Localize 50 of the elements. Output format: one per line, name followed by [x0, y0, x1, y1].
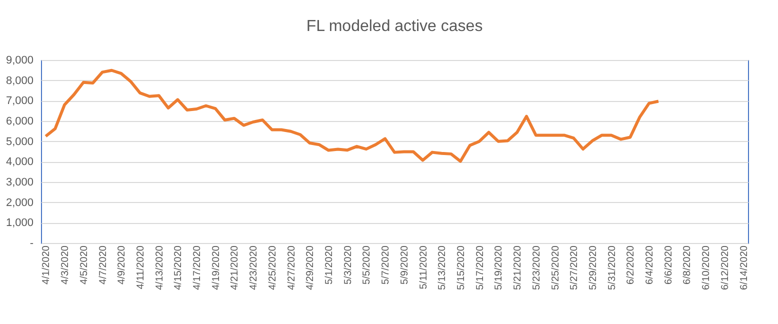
x-tick-label: 5/1/2020 [324, 245, 336, 284]
x-tick-label: 5/13/2020 [437, 245, 448, 290]
x-tick-label: 4/1/2020 [41, 245, 52, 284]
chart-title: FL modeled active cases [306, 18, 483, 35]
line-series [44, 68, 660, 163]
x-tick-label: 5/3/2020 [342, 245, 354, 284]
x-tick-label: 6/6/2020 [663, 245, 674, 284]
x-tick-label: 5/7/2020 [380, 245, 392, 284]
x-tick-label: 4/17/2020 [192, 245, 204, 290]
x-tick-label: 4/3/2020 [60, 245, 72, 284]
x-tick-label: 4/29/2020 [305, 245, 316, 290]
y-tick-label: 5,000 [6, 136, 34, 148]
y-tick-label: 6,000 [6, 116, 34, 128]
x-tick-label: 5/17/2020 [474, 245, 486, 290]
x-tick-label: 5/15/2020 [456, 245, 467, 290]
x-tick-label: 6/2/2020 [626, 245, 637, 284]
x-tick-label: 4/5/2020 [78, 245, 90, 284]
x-tick-label: 6/14/2020 [738, 245, 750, 290]
x-tick-label: 4/23/2020 [248, 245, 260, 290]
x-tick-label: 5/11/2020 [418, 245, 430, 290]
x-tick-label: 4/7/2020 [98, 245, 109, 284]
y-tick-label: 7,000 [6, 95, 34, 108]
x-tick-label: 5/9/2020 [399, 245, 410, 284]
y-tick-label: 4,000 [6, 156, 34, 168]
y-tick-label: 9,000 [6, 54, 34, 66]
x-tick-label: 6/8/2020 [682, 245, 694, 284]
x-tick-label: 5/31/2020 [606, 245, 618, 290]
x-tick-label: 5/23/2020 [531, 245, 542, 290]
x-tick-label: 4/13/2020 [154, 245, 166, 290]
y-tick-label: 1,000 [6, 217, 34, 230]
x-tick-label: 6/10/2020 [701, 245, 712, 290]
x-tick-label: 4/19/2020 [210, 245, 222, 290]
x-tick-label: 5/29/2020 [588, 245, 599, 290]
y-tick-label: 2,000 [6, 196, 34, 209]
x-tick-label: 4/9/2020 [116, 245, 128, 284]
x-tick-label: 5/19/2020 [494, 245, 505, 290]
x-tick-label: 4/15/2020 [173, 245, 184, 290]
x-tick-label: 4/21/2020 [230, 245, 241, 290]
y-tick-label: - [30, 238, 34, 250]
x-tick-label: 5/5/2020 [362, 245, 373, 284]
x-tick-label: 4/11/2020 [135, 245, 146, 290]
y-tick-label: 8,000 [6, 74, 34, 87]
y-tick-label: 3,000 [6, 176, 34, 188]
x-tick-label: 5/21/2020 [512, 245, 524, 290]
x-tick-label: 5/25/2020 [550, 245, 562, 290]
x-tick-label: 4/25/2020 [267, 245, 278, 290]
x-tick-label: 4/27/2020 [286, 245, 298, 290]
x-tick-label: 6/12/2020 [720, 245, 731, 290]
x-tick-label: 5/27/2020 [569, 245, 580, 290]
x-tick-label: 6/4/2020 [644, 245, 656, 284]
